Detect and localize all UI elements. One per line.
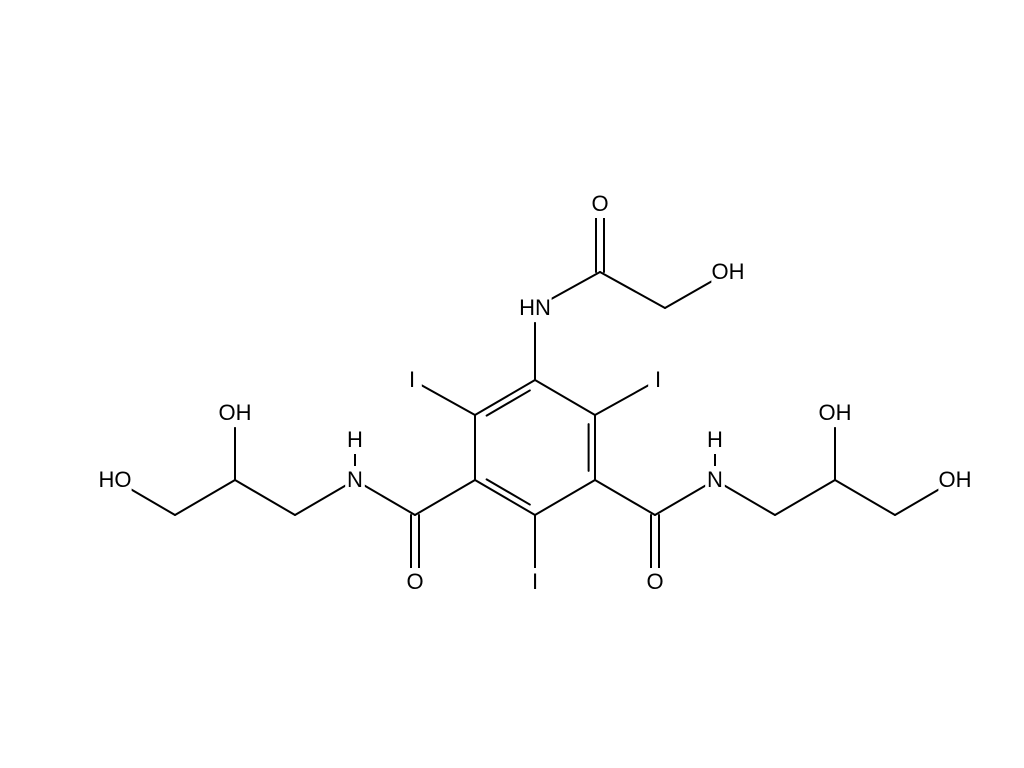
atom-label: OH xyxy=(939,467,972,492)
atom-label: HO xyxy=(99,467,132,492)
atom-label: OH xyxy=(219,400,252,425)
atom-label: O xyxy=(591,191,608,216)
atom-label: I xyxy=(532,569,538,594)
atom-label: N xyxy=(707,467,723,492)
atom-label: H xyxy=(707,427,723,452)
atom-label: HN xyxy=(519,295,551,320)
molecule-diagram: IIIHNOOHONHOHHOONHOHOH xyxy=(0,0,1024,768)
bonds xyxy=(128,215,942,572)
atom-label: OH xyxy=(712,259,745,284)
atom-label: I xyxy=(655,367,661,392)
atom-label: N xyxy=(347,467,363,492)
atom-label: O xyxy=(406,569,423,594)
atom-label: I xyxy=(409,367,415,392)
atom-label: O xyxy=(646,569,663,594)
atom-label: H xyxy=(347,427,363,452)
atom-label: OH xyxy=(819,400,852,425)
